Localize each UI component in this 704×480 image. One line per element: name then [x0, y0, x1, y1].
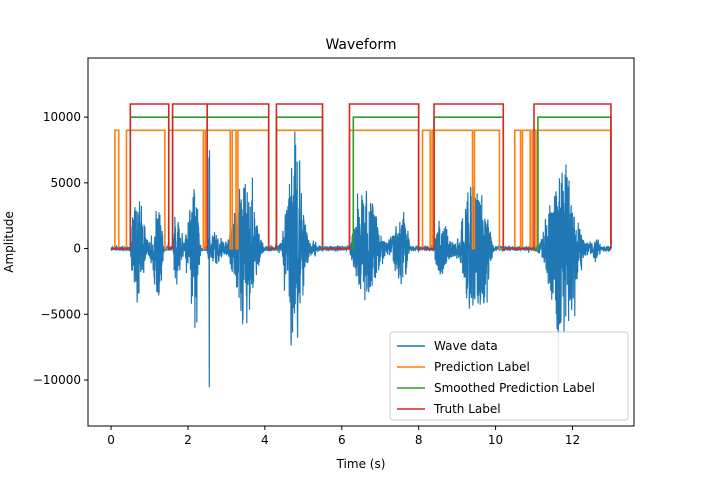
- y-axis: −10000 −5000 0 5000 10000: [33, 110, 88, 387]
- x-tick-label: 12: [565, 433, 580, 447]
- plot-frame: [87, 57, 635, 427]
- x-tick-label: 4: [261, 433, 269, 447]
- x-axis: 0 2 4 6 8 10 12: [107, 426, 580, 447]
- legend-box: [389, 331, 629, 421]
- y-tick-label: 5000: [50, 176, 81, 190]
- legend-entry-truth-label: Truth Label: [433, 402, 501, 416]
- y-tick-label: −10000: [33, 373, 81, 387]
- x-tick-label: 0: [107, 433, 115, 447]
- series-layer: [110, 103, 612, 388]
- series-wave-data: [110, 131, 612, 388]
- y-tick-label: −5000: [40, 307, 81, 321]
- legend-entry-prediction-label: Prediction Label: [434, 360, 530, 374]
- y-tick-label: 10000: [43, 110, 81, 124]
- series-truth-label: [111, 103, 612, 250]
- x-tick-label: 2: [184, 433, 192, 447]
- y-axis-label: Amplitude: [2, 211, 16, 273]
- x-tick-label: 8: [415, 433, 423, 447]
- x-tick-label: 10: [488, 433, 503, 447]
- y-tick-label: 0: [73, 242, 81, 256]
- x-axis-label: Time (s): [336, 457, 386, 471]
- legend-entry-wave-data: Wave data: [434, 339, 498, 353]
- legend: Wave data Prediction Label Smoothed Predic…: [389, 331, 629, 421]
- x-tick-label: 6: [338, 433, 346, 447]
- legend-entry-smoothed-prediction-label: Smoothed Prediction Label: [434, 381, 595, 395]
- chart-title: Waveform: [325, 37, 396, 53]
